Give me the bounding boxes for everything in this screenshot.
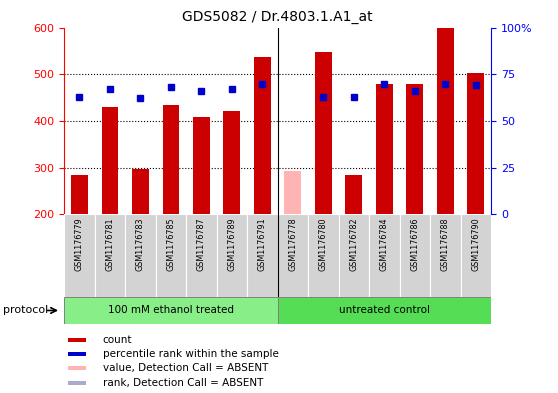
Bar (460, 214, 491, 297)
Bar (64, 214, 95, 297)
Text: GSM1176783: GSM1176783 (136, 217, 145, 271)
Text: rank, Detection Call = ABSENT: rank, Detection Call = ABSENT (103, 378, 263, 387)
Bar (345, 175, 362, 214)
Bar (315, 52, 331, 214)
Text: GSM1176782: GSM1176782 (349, 217, 358, 271)
Bar (64, 297, 277, 324)
Bar (162, 105, 179, 214)
Text: GSM1176790: GSM1176790 (472, 217, 480, 271)
Text: percentile rank within the sample: percentile rank within the sample (103, 349, 278, 359)
Bar (95, 214, 125, 297)
Text: GSM1176784: GSM1176784 (380, 217, 389, 271)
Text: 100 mM ethanol treated: 100 mM ethanol treated (108, 305, 234, 316)
Text: GSM1176789: GSM1176789 (227, 217, 237, 271)
Text: GSM1176780: GSM1176780 (319, 217, 328, 271)
Bar (71, 174, 88, 214)
Text: untreated control: untreated control (339, 305, 430, 316)
Bar (278, 297, 491, 324)
Bar (69, 381, 86, 385)
Bar (102, 107, 118, 214)
Bar (69, 338, 86, 342)
Bar (400, 214, 430, 297)
Bar (186, 214, 217, 297)
Text: protocol: protocol (3, 305, 48, 316)
Text: value, Detection Call = ABSENT: value, Detection Call = ABSENT (103, 364, 268, 373)
Bar (430, 214, 460, 297)
Bar (132, 169, 149, 214)
Bar (69, 352, 86, 356)
Bar (285, 171, 301, 214)
Bar (254, 57, 271, 214)
Bar (224, 110, 240, 214)
Bar (217, 214, 247, 297)
Bar (278, 214, 308, 297)
Bar (468, 73, 484, 214)
Bar (437, 28, 454, 214)
Bar (193, 117, 210, 214)
Bar (376, 83, 393, 214)
Text: GSM1176779: GSM1176779 (75, 217, 84, 271)
Text: GSM1176788: GSM1176788 (441, 217, 450, 271)
Bar (339, 214, 369, 297)
Text: GSM1176778: GSM1176778 (288, 217, 297, 271)
Text: GSM1176787: GSM1176787 (197, 217, 206, 271)
Text: count: count (103, 335, 132, 345)
Bar (406, 83, 423, 214)
Bar (247, 214, 277, 297)
Text: GSM1176785: GSM1176785 (166, 217, 175, 271)
Text: GSM1176786: GSM1176786 (410, 217, 419, 271)
Bar (156, 214, 186, 297)
Text: GSM1176791: GSM1176791 (258, 217, 267, 271)
Title: GDS5082 / Dr.4803.1.A1_at: GDS5082 / Dr.4803.1.A1_at (182, 10, 373, 24)
Bar (125, 214, 156, 297)
Bar (308, 214, 339, 297)
Text: GSM1176781: GSM1176781 (105, 217, 114, 271)
Bar (369, 214, 400, 297)
Bar (69, 366, 86, 370)
